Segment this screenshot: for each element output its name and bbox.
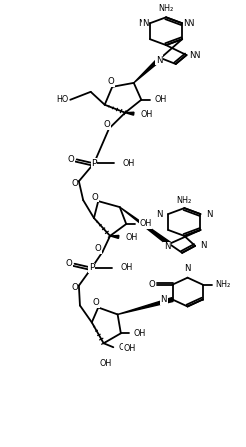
Text: OH: OH [123,344,136,353]
Text: OH: OH [123,159,135,168]
Text: O: O [71,283,78,292]
Text: OH: OH [125,233,138,242]
Text: N: N [187,19,194,28]
Text: N: N [184,264,191,273]
Polygon shape [120,207,171,245]
Text: O: O [108,77,115,86]
Text: N: N [161,295,167,304]
Text: O: O [95,245,102,253]
Text: N: N [155,55,162,64]
Text: N: N [138,19,144,28]
Text: NH₂: NH₂ [177,196,192,205]
Text: O: O [92,193,98,202]
Polygon shape [134,57,162,83]
Text: O: O [104,120,110,129]
Text: P: P [89,263,95,272]
Text: N: N [200,241,207,250]
Text: NH₂: NH₂ [158,4,174,13]
Text: OH: OH [121,263,133,272]
Text: OH: OH [139,219,151,228]
Polygon shape [125,112,134,115]
Text: N: N [164,242,170,251]
Text: NH₂: NH₂ [215,280,231,289]
Text: OH: OH [100,358,112,367]
Text: OH: OH [119,343,131,352]
Text: N: N [206,210,212,219]
Text: N: N [193,51,200,59]
Text: N: N [189,51,195,59]
Polygon shape [118,298,173,314]
Text: N: N [156,55,163,64]
Text: O: O [149,280,155,289]
Text: HO: HO [56,95,68,104]
Text: O: O [71,179,78,188]
Text: OH: OH [134,329,146,338]
Text: N: N [183,19,190,28]
Text: O: O [93,298,99,307]
Text: N: N [142,19,149,28]
Text: O: O [66,259,73,268]
Text: O: O [68,155,75,164]
Text: N: N [156,210,163,219]
Text: P: P [91,159,97,168]
Text: OH: OH [154,95,167,104]
Polygon shape [110,236,119,238]
Text: OH: OH [140,110,153,119]
